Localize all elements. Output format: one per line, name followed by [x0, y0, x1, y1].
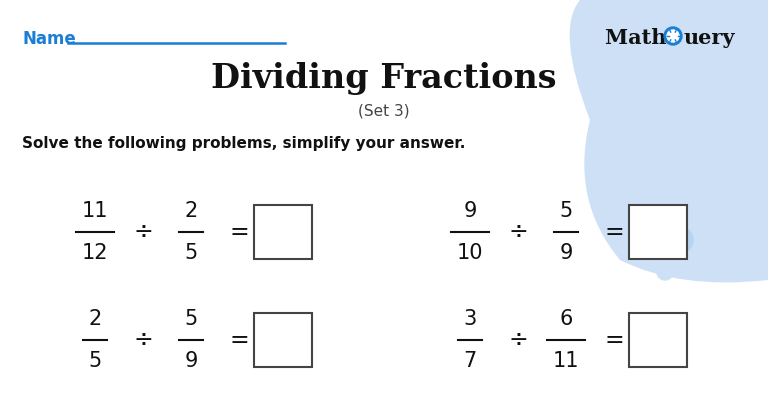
Text: 5: 5 — [559, 201, 573, 221]
Text: 9: 9 — [559, 243, 573, 263]
Text: 9: 9 — [463, 201, 477, 221]
Text: =: = — [604, 328, 624, 352]
Text: 6: 6 — [559, 309, 573, 329]
Text: (Set 3): (Set 3) — [358, 104, 410, 119]
FancyBboxPatch shape — [254, 205, 312, 259]
Text: ÷: ÷ — [508, 328, 528, 352]
Text: Solve the following problems, simplify your answer.: Solve the following problems, simplify y… — [22, 136, 465, 151]
Text: Dividing Fractions: Dividing Fractions — [211, 62, 557, 95]
Text: =: = — [604, 220, 624, 244]
PathPatch shape — [570, 0, 768, 282]
Text: 5: 5 — [184, 309, 197, 329]
Text: =: = — [229, 220, 249, 244]
Text: 2: 2 — [184, 201, 197, 221]
Text: uery: uery — [684, 28, 736, 48]
Text: =: = — [229, 328, 249, 352]
Circle shape — [657, 264, 673, 280]
Text: 12: 12 — [81, 243, 108, 263]
Text: 9: 9 — [184, 351, 197, 371]
Text: ÷: ÷ — [508, 220, 528, 244]
Text: 11: 11 — [553, 351, 579, 371]
Text: 7: 7 — [463, 351, 477, 371]
Text: ÷: ÷ — [133, 220, 153, 244]
Circle shape — [667, 30, 679, 42]
Text: ÷: ÷ — [133, 328, 153, 352]
Circle shape — [667, 227, 693, 253]
Text: 5: 5 — [184, 243, 197, 263]
Text: Q: Q — [667, 29, 679, 43]
Text: 10: 10 — [457, 243, 483, 263]
Circle shape — [664, 27, 682, 45]
Text: 2: 2 — [88, 309, 101, 329]
Text: 11: 11 — [81, 201, 108, 221]
FancyBboxPatch shape — [629, 205, 687, 259]
Text: 3: 3 — [463, 309, 477, 329]
FancyBboxPatch shape — [629, 313, 687, 367]
FancyBboxPatch shape — [254, 313, 312, 367]
Text: Name: Name — [22, 30, 76, 48]
Text: 5: 5 — [88, 351, 101, 371]
Text: Math: Math — [605, 28, 674, 48]
